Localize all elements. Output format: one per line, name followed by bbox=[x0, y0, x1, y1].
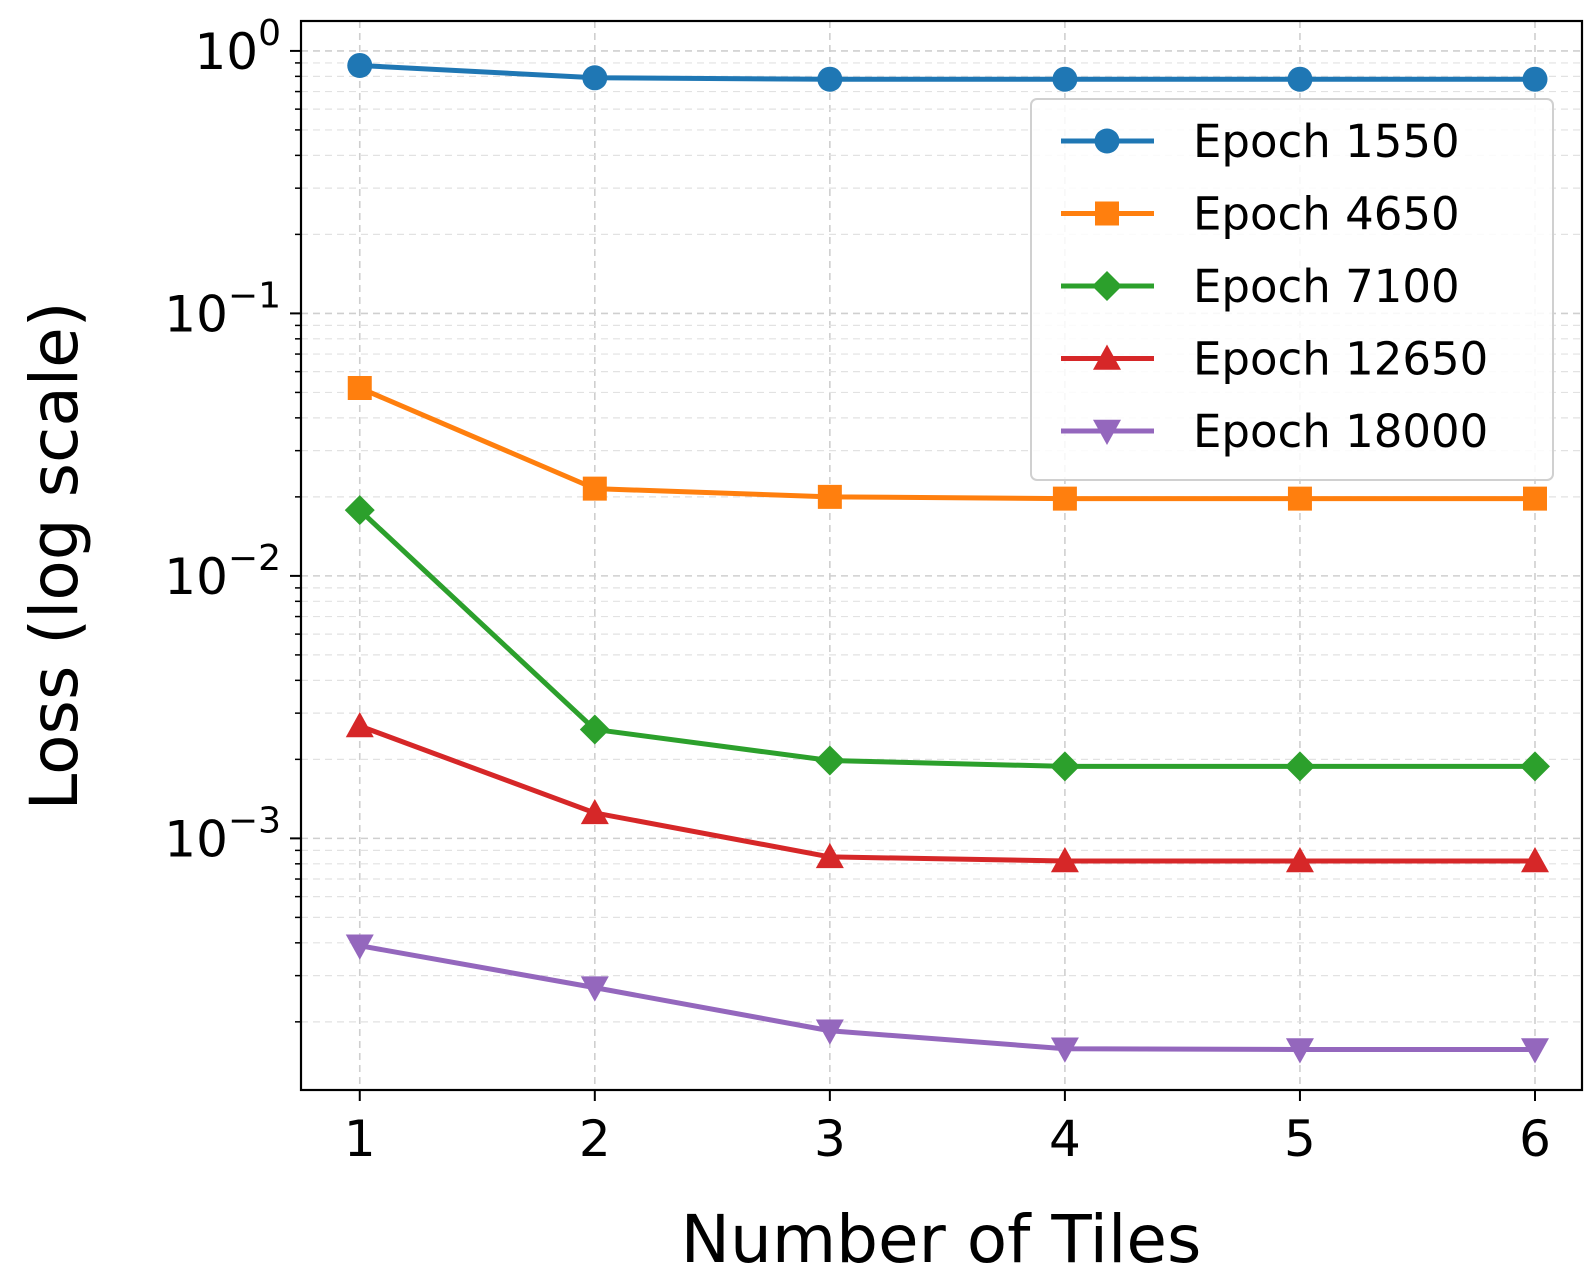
legend-box bbox=[1030, 98, 1554, 481]
x-tick-label: 3 bbox=[814, 1110, 846, 1168]
series-layer bbox=[344, 52, 1550, 1064]
legend-marker bbox=[1093, 419, 1121, 445]
data-point bbox=[817, 66, 843, 92]
series-5 bbox=[345, 934, 1549, 1064]
data-point bbox=[579, 714, 610, 745]
data-point bbox=[582, 476, 607, 501]
data-point bbox=[815, 1019, 844, 1045]
data-point bbox=[1284, 751, 1315, 782]
legend-label: Epoch 7100 bbox=[1193, 260, 1460, 313]
legend-marker bbox=[1093, 344, 1121, 370]
y-axis: 100 10−1 10−2 10−3 bbox=[164, 13, 301, 1023]
legend-entry: Epoch 18000 bbox=[1061, 405, 1488, 458]
legend-label: Epoch 1550 bbox=[1193, 115, 1460, 168]
y-tick-label: 10−3 bbox=[164, 800, 281, 868]
x-tick-label: 2 bbox=[579, 1110, 611, 1168]
data-point bbox=[1052, 66, 1078, 92]
legend-label: Epoch 18000 bbox=[1193, 405, 1488, 458]
data-point bbox=[1522, 66, 1548, 92]
legend-entry: Epoch 4650 bbox=[1061, 188, 1460, 241]
data-point bbox=[1287, 486, 1312, 511]
x-tick-label: 1 bbox=[344, 1110, 376, 1168]
legend-marker bbox=[1092, 271, 1122, 301]
legend-marker bbox=[1094, 128, 1120, 154]
data-point bbox=[815, 842, 844, 869]
plot-area bbox=[299, 19, 1584, 1092]
data-point bbox=[1285, 1038, 1314, 1064]
series-line bbox=[358, 723, 1535, 864]
data-point bbox=[1049, 751, 1080, 782]
legend-entry: Epoch 1550 bbox=[1061, 115, 1460, 168]
data-point bbox=[1285, 846, 1314, 873]
data-point bbox=[345, 934, 374, 960]
legend-entry: Epoch 7100 bbox=[1061, 260, 1460, 313]
data-point bbox=[580, 798, 609, 825]
data-point bbox=[582, 65, 608, 91]
data-point bbox=[814, 745, 845, 776]
legend-marker bbox=[1095, 201, 1119, 226]
y-tick-label: 100 bbox=[194, 13, 281, 81]
series-4 bbox=[345, 711, 1549, 873]
series-line bbox=[359, 62, 1535, 82]
x-tick-label: 6 bbox=[1519, 1110, 1551, 1168]
y-tick-label: 10−2 bbox=[164, 538, 281, 606]
data-point bbox=[1520, 846, 1549, 873]
data-point bbox=[1052, 486, 1077, 511]
legend-label: Epoch 12650 bbox=[1193, 333, 1488, 386]
series-line bbox=[358, 385, 1535, 502]
legend-entry: Epoch 12650 bbox=[1061, 333, 1488, 386]
series-line bbox=[358, 508, 1535, 769]
data-point bbox=[1050, 1037, 1079, 1063]
y-tick-label: 10−1 bbox=[164, 275, 281, 343]
data-point bbox=[817, 484, 842, 509]
data-point bbox=[1050, 846, 1079, 873]
legend-label: Epoch 4650 bbox=[1193, 188, 1460, 241]
data-point bbox=[1287, 66, 1313, 92]
data-point bbox=[1522, 486, 1547, 511]
grid bbox=[301, 21, 1582, 1090]
series-1 bbox=[347, 52, 1548, 92]
x-axis: 1 2 3 4 5 6 bbox=[344, 1090, 1551, 1168]
y-axis-label: Loss (log scale) bbox=[16, 302, 93, 811]
data-point bbox=[347, 375, 372, 400]
data-point bbox=[347, 52, 373, 78]
data-point bbox=[1519, 751, 1550, 782]
data-point bbox=[344, 495, 375, 526]
series-3 bbox=[344, 495, 1550, 782]
x-axis-label: Number of Tiles bbox=[681, 1201, 1202, 1278]
data-point bbox=[345, 711, 374, 738]
data-point bbox=[580, 976, 609, 1002]
data-point bbox=[1520, 1038, 1549, 1064]
legend: Epoch 1550 Epoch 4650 Epoch 7100 Epoch 1265… bbox=[1030, 98, 1554, 481]
series-2 bbox=[347, 375, 1547, 511]
x-tick-label: 4 bbox=[1049, 1110, 1081, 1168]
series-line bbox=[359, 943, 1535, 1052]
x-tick-label: 5 bbox=[1284, 1110, 1316, 1168]
